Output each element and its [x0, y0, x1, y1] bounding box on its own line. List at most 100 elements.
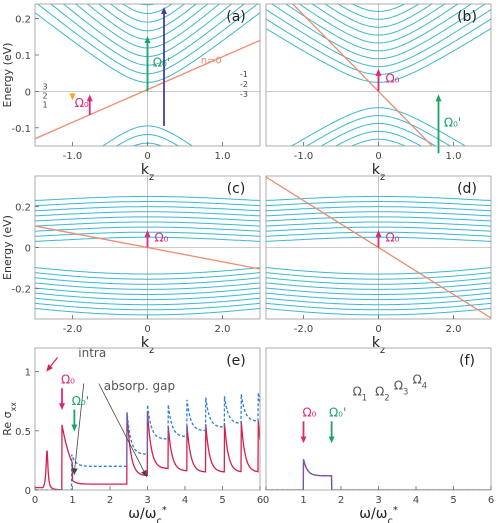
x-tick-label: 4: [182, 495, 188, 506]
conductivity-curve-dashed: [266, 459, 491, 490]
x-tick-label: 0: [32, 495, 38, 506]
y-tick-label: 1: [25, 368, 31, 379]
omega-label: Ω₀': [329, 406, 346, 420]
x-tick-label: 2: [107, 495, 113, 506]
conductivity-curve-dashed: [35, 392, 260, 490]
conduction-band: [266, 206, 491, 212]
omega-label: Ω₀': [72, 394, 89, 408]
omega-index-label: Ω1: [353, 384, 368, 402]
conduction-band: [270, 4, 487, 60]
valence-band: [266, 272, 491, 280]
x-tick-label: 1: [300, 495, 306, 506]
panel-label: (a): [226, 9, 246, 25]
valence-band: [266, 282, 491, 290]
transition-label: Ω₀: [386, 72, 400, 86]
valence-band: [266, 307, 491, 316]
conduction-band: [266, 211, 491, 217]
conduction-band: [98, 4, 197, 32]
x-axis-label: kz: [141, 335, 154, 356]
panel-label: (d): [457, 181, 477, 197]
gap-pointer: [71, 383, 85, 476]
x-tick-label: 1: [69, 495, 75, 506]
transition-label: Ω₀: [386, 230, 400, 244]
valence-band: [35, 292, 260, 301]
valence-band: [320, 122, 437, 146]
conduction-band: [324, 4, 433, 28]
x-tick-label: 0: [375, 151, 381, 162]
valence-band: [266, 277, 491, 285]
conduction-band: [266, 195, 491, 201]
panel-d: Ω₀ -2.0 0 2.0 (d) kz: [265, 175, 492, 356]
panel-frame: [265, 347, 492, 491]
x-tick-label: 5: [450, 495, 456, 506]
x-axis-label: kz: [372, 162, 385, 183]
valence-band: [35, 282, 260, 290]
omega-index-label: Ω3: [394, 378, 409, 396]
y-axis-label: Energy (eV): [1, 43, 14, 108]
conduction-band: [35, 206, 260, 212]
conduction-band: [138, 4, 157, 6]
x-tick-label: 3: [144, 495, 150, 506]
intra-pointer: [46, 357, 58, 372]
x-axis-label: ω/ωc*: [359, 505, 398, 523]
omega-index-label: Ω2: [375, 384, 390, 402]
transition-label: Ω₀: [155, 230, 169, 244]
x-tick-label: 1.0: [215, 151, 231, 162]
transition-label: Ω₀': [444, 115, 461, 129]
conduction-band: [337, 4, 420, 20]
omega-label: Ω₀: [61, 373, 75, 387]
panel-e: intra absorp. gap Ω₀ Ω₀' 0 1 2 3 4 5 6 0 0.5 1 (e) ω/ωc…: [1, 346, 263, 523]
x-tick-label: 6: [488, 495, 494, 506]
conduction-band: [266, 221, 491, 227]
valence-band: [35, 307, 260, 316]
level-label-right: -2: [240, 80, 248, 89]
plot-area: [266, 459, 491, 490]
conduction-band: [35, 216, 260, 222]
conduction-band: [35, 211, 260, 217]
valence-band: [101, 125, 194, 146]
valence-band: [35, 297, 260, 306]
conduction-band: [122, 4, 173, 15]
panel-b: Ω₀ Ω₀' -1.0 0 1.0 (b) kz: [265, 3, 492, 183]
level-label-left: 3: [42, 83, 47, 92]
conduction-band: [298, 4, 459, 44]
conduction-band: [35, 195, 260, 201]
transition-label: Ω₀': [153, 55, 170, 69]
valence-band: [305, 115, 452, 146]
valence-band: [266, 287, 491, 295]
valence-band: [266, 267, 491, 275]
panel-label: (f): [459, 353, 475, 369]
y-tick-label: 0.2: [15, 203, 31, 214]
x-axis-label: ω/ωc*: [128, 505, 167, 523]
conduction-band: [266, 216, 491, 222]
valence-band: [266, 302, 491, 311]
x-tick-label: 6: [257, 495, 263, 506]
y-tick-label: 0.2: [15, 15, 31, 26]
valence-band: [35, 267, 260, 275]
valence-band: [290, 107, 467, 146]
conduction-band: [35, 226, 260, 232]
panel-label: (b): [457, 9, 477, 25]
conduction-band: [266, 201, 491, 207]
y-tick-label: 0: [25, 244, 31, 255]
y-tick-label: 0: [25, 486, 31, 497]
level-label-left: 2: [42, 92, 47, 101]
x-tick-label: 2.0: [215, 324, 231, 335]
annotation-text: absorp. gap: [104, 379, 175, 393]
panel-a: Ω₀ Ω₀' 321 -1-2-3 n=0 -1.0 0 1.0 -0.1 0 0.1 0.2 (a) k…: [1, 3, 261, 183]
x-tick-label: 2: [338, 495, 344, 506]
x-axis-label: kz: [372, 335, 385, 356]
gap-pointer: [98, 383, 147, 478]
conduction-band: [351, 4, 406, 12]
x-tick-label: 0: [144, 151, 150, 162]
valence-band: [266, 292, 491, 301]
valence-band: [35, 287, 260, 295]
conduction-band: [35, 201, 260, 207]
x-tick-label: -1.0: [294, 151, 314, 162]
x-tick-label: 0: [375, 324, 381, 335]
x-tick-label: 0: [144, 324, 150, 335]
conduction-band: [376, 4, 381, 5]
transition-label: Ω₀: [75, 96, 89, 110]
y-tick-label: 0.1: [15, 51, 31, 62]
